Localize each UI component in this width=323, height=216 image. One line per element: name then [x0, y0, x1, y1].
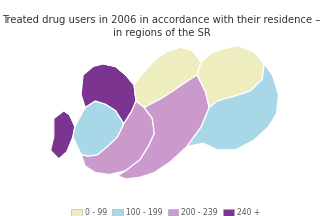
Polygon shape [103, 47, 201, 107]
Text: Treated drug users in 2006 in accordance with their residence –
in regions of th: Treated drug users in 2006 in accordance… [2, 15, 321, 38]
Polygon shape [118, 75, 209, 179]
Polygon shape [81, 64, 136, 124]
Polygon shape [81, 101, 154, 175]
Legend: 0 - 99, 100 - 199, 200 - 239, 240 +: 0 - 99, 100 - 199, 200 - 239, 240 + [68, 205, 263, 216]
Polygon shape [169, 46, 264, 107]
Polygon shape [64, 101, 124, 156]
Polygon shape [187, 64, 278, 150]
Polygon shape [51, 111, 75, 159]
